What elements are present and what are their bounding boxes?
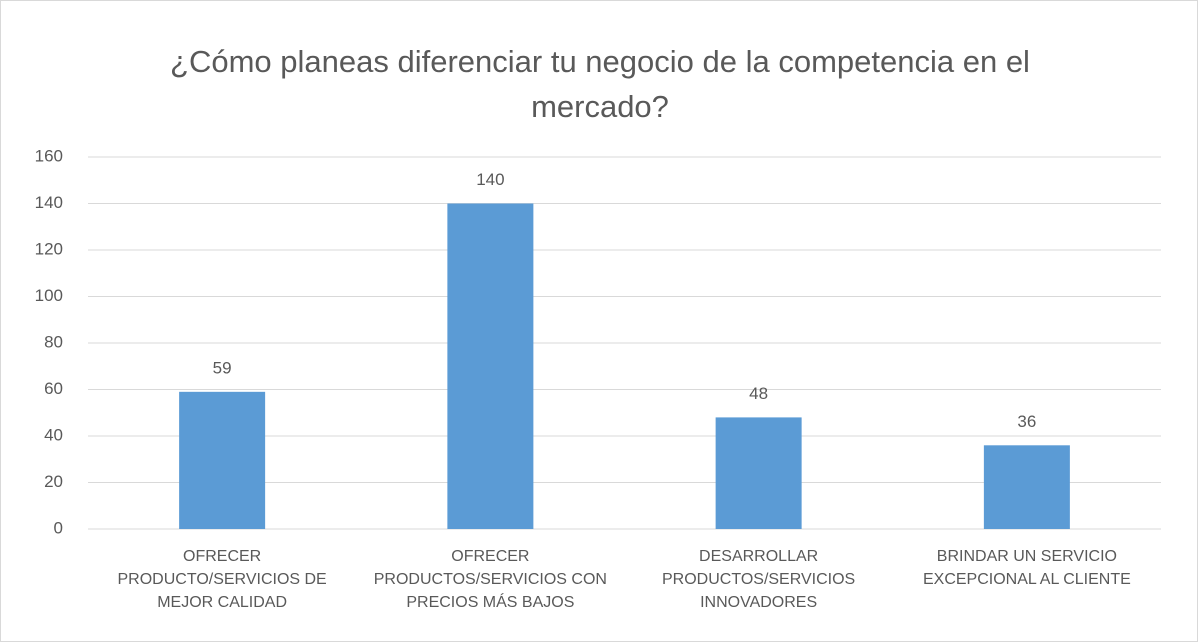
bar (983, 445, 1070, 529)
y-tick-label: 20 (44, 472, 63, 491)
data-label: 59 (213, 358, 232, 377)
bar (179, 391, 266, 529)
x-tick-label: OFRECER PRODUCTOS/SERVICIOS CON PRECIOS … (373, 548, 607, 611)
y-tick-label: 80 (44, 332, 63, 351)
data-label: 48 (749, 384, 768, 403)
y-tick-label: 160 (35, 146, 63, 165)
data-label: 36 (1017, 412, 1036, 431)
chart-title: ¿Cómo planeas diferenciar tu negocio de … (170, 44, 1030, 124)
y-tick-label: 140 (35, 193, 63, 212)
bar (715, 417, 802, 529)
y-tick-label: 40 (44, 425, 63, 444)
y-tick-label: 0 (54, 518, 63, 537)
y-tick-label: 120 (35, 239, 63, 258)
data-label: 140 (476, 170, 504, 189)
x-tick-label: BRINDAR UN SERVICIO EXCEPCIONAL AL CLIEN… (922, 548, 1131, 588)
y-tick-label: 60 (44, 379, 63, 398)
y-tick-label: 100 (35, 286, 63, 305)
x-tick-label: DESARROLLAR PRODUCTOS/SERVICIOS INNOVADO… (662, 548, 856, 611)
x-tick-label: OFRECER PRODUCTO/SERVICIOS DE MEJOR CALI… (117, 548, 327, 611)
bar (447, 203, 534, 529)
